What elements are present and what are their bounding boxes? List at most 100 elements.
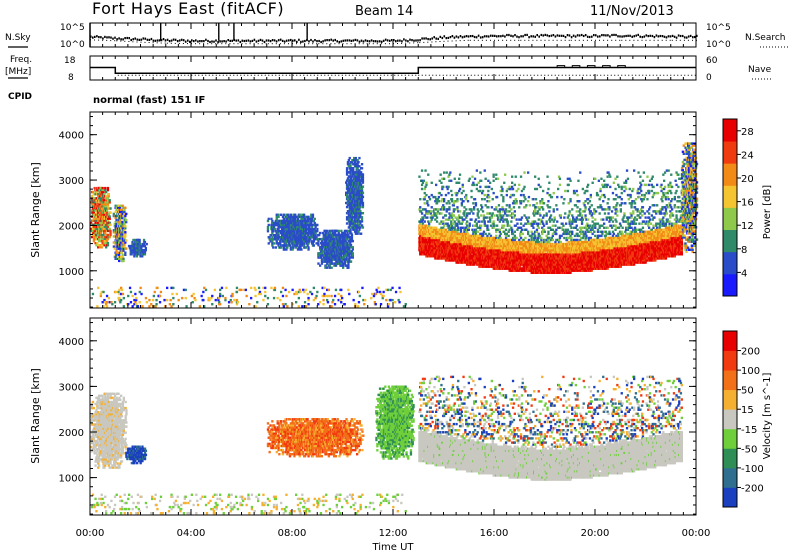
nsearch-point (654, 40, 655, 41)
nsky-point (238, 39, 240, 41)
nsearch-point (102, 40, 103, 41)
nsky-point (322, 40, 324, 42)
nsky-point (444, 35, 446, 37)
heatmap-cell (349, 157, 351, 159)
nsearch-point (229, 43, 230, 44)
nsearch-point (440, 41, 441, 42)
nsky-point (209, 41, 211, 43)
heatmap-cell (272, 246, 274, 248)
nsearch-point (565, 40, 566, 41)
nsky-point (266, 39, 268, 41)
nsky-point (696, 35, 698, 37)
nsky-point (547, 34, 549, 36)
nsearch-point (545, 40, 546, 41)
heatmap-cell (272, 230, 274, 232)
nsky-point (504, 35, 506, 37)
heatmap-cell (145, 247, 147, 249)
nsky-point (367, 40, 369, 42)
nsky-point (644, 36, 646, 38)
nsky-point (203, 40, 205, 42)
heatmap-cell (122, 258, 124, 260)
noise-left-tick-bottom: 10^0 (60, 40, 85, 50)
heatmap-cell (277, 214, 279, 216)
nsky-point (407, 40, 409, 42)
nsky-point (332, 40, 334, 42)
nsearch-point (696, 40, 697, 41)
nsky-point (528, 36, 530, 38)
nsky-point (460, 35, 462, 37)
heatmap-cell (326, 267, 328, 269)
nsky-point (373, 40, 375, 42)
nsearch-point (171, 43, 172, 44)
nsky-point (326, 39, 328, 41)
nsky-point (448, 37, 450, 39)
nsky-point (274, 39, 276, 41)
nsky-point (591, 36, 593, 38)
nsky-point (250, 40, 252, 42)
nsky-point (134, 38, 136, 40)
nsearch-point (157, 42, 158, 43)
nsky-point (654, 36, 656, 38)
nsky-point (296, 41, 298, 43)
heatmap-cell (355, 157, 357, 159)
nsearch-point (409, 43, 410, 44)
nsky-point (379, 40, 381, 42)
heatmap-cell (125, 221, 127, 223)
heatmap-cell (109, 207, 111, 209)
nsky-point (244, 40, 246, 42)
nsky-point (324, 39, 326, 41)
nsky-point (425, 37, 427, 39)
nsearch-point (120, 41, 121, 42)
nsky-point (157, 39, 159, 41)
heatmap-cell (307, 246, 309, 248)
nsky-point (413, 40, 415, 42)
nsearch-point (619, 40, 620, 41)
nsky-point (474, 36, 476, 38)
heatmap-cell (350, 233, 352, 235)
nsky-point (110, 37, 112, 39)
heatmap-cell (313, 240, 315, 242)
nsearch-point (94, 40, 95, 41)
nsearch-point (363, 43, 364, 44)
nsky-point (571, 36, 573, 38)
nsky-point (258, 40, 260, 42)
nsky-point (282, 40, 284, 42)
heatmap-cell (124, 225, 126, 227)
heatmap-cell (299, 214, 301, 216)
nsky-point (605, 34, 607, 36)
nsky-point (132, 38, 134, 40)
nsky-point (199, 40, 201, 42)
nsky-point (490, 35, 492, 37)
nsearch-point (591, 40, 592, 41)
nsearch-point (452, 41, 453, 42)
nsky-point (320, 41, 322, 43)
nsearch-point (238, 43, 239, 44)
nsky-point (217, 41, 219, 43)
nsky-point (417, 39, 419, 41)
nsky-point (139, 39, 141, 41)
nsearch-point (646, 40, 647, 41)
nsky-point (310, 39, 312, 41)
heatmap-cell (308, 240, 310, 242)
nsky-point (478, 35, 480, 37)
nsky-point (387, 39, 389, 41)
nsearch-point (569, 40, 570, 41)
nsky-point (179, 39, 181, 41)
nsearch-point (561, 40, 562, 41)
nsky-point (167, 39, 169, 41)
nsky-point (330, 39, 332, 41)
heatmap-cell (125, 247, 127, 249)
nsky-point (631, 36, 633, 38)
nsearch-point (599, 40, 600, 41)
nsearch-point (557, 40, 558, 41)
nsearch-point (276, 43, 277, 44)
nsky-point (633, 35, 635, 37)
nsearch-point (175, 43, 176, 44)
heatmap-cell (331, 267, 333, 269)
nsearch-point (405, 43, 406, 44)
nsearch-point (369, 43, 370, 44)
nsearch-point (300, 43, 301, 44)
nsky-point (573, 35, 575, 37)
date-label: 11/Nov/2013 (590, 4, 674, 19)
nsearch-point (389, 43, 390, 44)
